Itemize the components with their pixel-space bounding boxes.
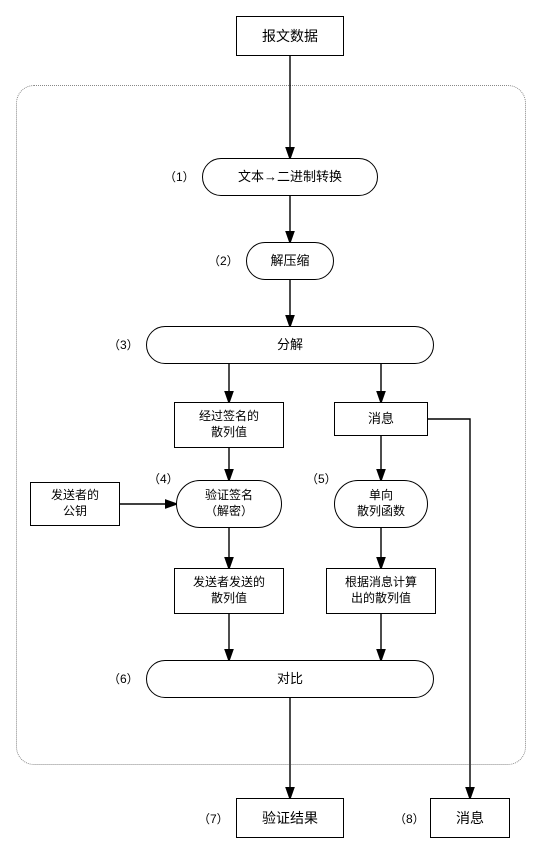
node-senderKey: 发送者的公钥: [30, 482, 120, 526]
node-step5: 单向散列函数: [334, 480, 428, 528]
node-label: 发送者的: [51, 488, 99, 502]
node-sentHash: 发送者发送的散列值: [174, 568, 284, 614]
node-label: 消息: [368, 411, 394, 426]
node-message2: 消息: [430, 798, 510, 838]
step-label-step3: （3）: [108, 336, 139, 353]
node-step6: 对比: [146, 660, 434, 698]
step-label-step2: （2）: [208, 252, 239, 269]
step-label-result: （7）: [198, 810, 229, 827]
node-label: 散列值: [211, 425, 247, 439]
node-label: 对比: [277, 671, 303, 686]
node-step2: 解压缩: [246, 242, 334, 280]
node-label: 文本→二进制转换: [238, 169, 342, 184]
node-label: 出的散列值: [351, 591, 411, 605]
node-label: 散列函数: [357, 504, 405, 518]
node-input: 报文数据: [236, 16, 344, 56]
step-label-step6: （6）: [108, 670, 139, 687]
node-step1: 文本→二进制转换: [202, 158, 378, 196]
node-label: 根据消息计算: [345, 575, 417, 589]
node-label: 消息: [456, 810, 484, 826]
node-label: 单向: [369, 488, 393, 502]
node-label: 公钥: [63, 504, 87, 518]
node-message1: 消息: [334, 402, 428, 436]
node-label: 经过签名的: [199, 409, 259, 423]
node-label: 验证签名: [205, 488, 253, 502]
node-result: 验证结果: [236, 798, 344, 838]
node-step3: 分解: [146, 326, 434, 364]
step-label-step5: （5）: [306, 470, 337, 487]
step-label-message2: （8）: [394, 810, 425, 827]
node-label: （解密）: [205, 504, 253, 518]
node-label: 发送者发送的: [193, 575, 265, 589]
node-label: 报文数据: [262, 28, 318, 44]
node-label: 解压缩: [270, 253, 309, 268]
step-label-step1: （1）: [164, 168, 195, 185]
node-calcHash: 根据消息计算出的散列值: [326, 568, 436, 614]
node-signedHash: 经过签名的散列值: [174, 402, 284, 448]
node-label: 分解: [277, 337, 303, 352]
node-label: 验证结果: [262, 810, 318, 826]
node-step4: 验证签名 （解密）: [176, 480, 282, 528]
node-label: 散列值: [211, 591, 247, 605]
step-label-step4: （4）: [148, 470, 179, 487]
